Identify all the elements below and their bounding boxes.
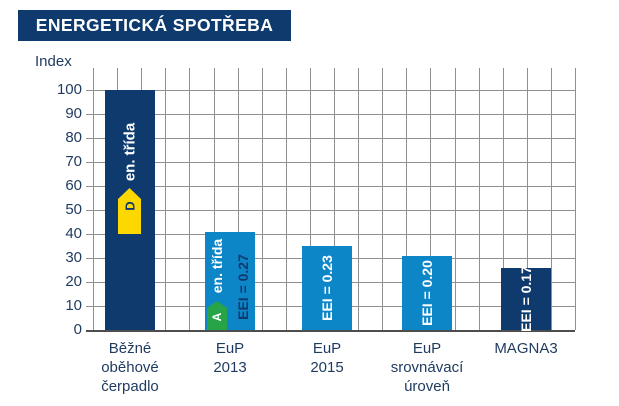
x-category-label-line: 2015 xyxy=(310,359,344,376)
y-axis-label: Index xyxy=(35,53,72,70)
energy-class-label: en. třída xyxy=(209,238,225,294)
grid-vline xyxy=(285,68,287,330)
grid-vline xyxy=(550,68,552,330)
grid-vline xyxy=(502,68,504,330)
x-category-label: MAGNA3 xyxy=(461,339,591,358)
bar-eei-label: EEI = 0.23 xyxy=(319,255,335,321)
y-tick-label: 70 xyxy=(65,153,82,170)
bar-eei-label: EEI = 0.17 xyxy=(518,265,534,332)
x-category-label-line: EuP xyxy=(412,340,442,357)
bar-5 xyxy=(501,267,551,330)
grid-vline xyxy=(382,68,384,330)
x-category-label: EuP 2015 xyxy=(262,339,392,377)
grid-vline xyxy=(309,68,311,330)
grid-hline xyxy=(86,90,575,91)
bar-3 xyxy=(302,246,352,330)
grid-hline xyxy=(86,162,575,163)
x-category-label-line: 2013 xyxy=(213,359,247,376)
grid-vline xyxy=(430,68,432,330)
grid-vline xyxy=(261,68,263,330)
energy-class-label: en. třída xyxy=(121,122,139,182)
y-tick-label: 100 xyxy=(56,81,82,98)
x-category-label-line: EuP xyxy=(215,340,245,357)
grid-hline xyxy=(86,138,575,139)
y-tick-label: 60 xyxy=(65,177,82,194)
y-tick-label: 80 xyxy=(65,129,82,146)
grid-vline xyxy=(213,68,215,330)
grid-vline xyxy=(237,68,239,330)
grid-vline xyxy=(526,68,528,330)
energy-class-letter: A xyxy=(210,312,224,322)
energy-class-letter: D xyxy=(122,201,138,211)
grid-vline xyxy=(165,68,167,330)
bar-eei-label: EEI = 0.20 xyxy=(419,259,435,326)
grid-vline xyxy=(93,68,94,330)
x-axis-line xyxy=(86,330,575,332)
y-tick-label: 30 xyxy=(65,249,82,266)
chart-title-box: ENERGETICKÁ SPOTŘEBA xyxy=(18,10,291,41)
x-category-label: EuP 2013 xyxy=(165,339,295,377)
x-category-label: Běžné oběhové čerpadlo xyxy=(65,339,195,396)
x-category-label-line: úroveň xyxy=(404,378,450,395)
y-tick-label: 40 xyxy=(65,225,82,242)
grid-vline xyxy=(575,68,576,330)
x-category-label-line: srovnávací xyxy=(390,359,464,376)
chart-title: ENERGETICKÁ SPOTŘEBA xyxy=(35,15,274,35)
energy-class-arrow xyxy=(207,301,227,330)
grid-vline xyxy=(406,68,408,330)
grid-vline xyxy=(478,68,480,330)
grid-hline xyxy=(86,114,575,115)
y-tick-label: 20 xyxy=(65,273,82,290)
y-tick-label: 50 xyxy=(65,201,82,218)
y-tick-label: 0 xyxy=(73,321,82,338)
bar-4 xyxy=(402,255,452,330)
bar-eei-label: EEI = 0.27 xyxy=(235,254,251,320)
grid-vline xyxy=(189,68,191,330)
x-category-label-line: čerpadlo xyxy=(101,378,159,395)
x-category-label-line: MAGNA3 xyxy=(494,340,558,357)
y-tick-label: 90 xyxy=(65,105,82,122)
grid-vline xyxy=(454,68,456,330)
x-category-label-line: EuP xyxy=(312,340,342,357)
x-category-label: EuP srovnávací úroveň xyxy=(362,339,492,396)
grid-hline xyxy=(86,234,575,235)
x-category-label-line: Běžné xyxy=(108,340,152,357)
grid-vline xyxy=(334,68,335,330)
y-tick-label: 10 xyxy=(65,297,82,314)
energy-class-arrow xyxy=(118,188,141,234)
grid-hline xyxy=(86,210,575,211)
grid-vline xyxy=(358,68,360,330)
x-category-label-line: oběhové xyxy=(101,359,159,376)
grid-hline xyxy=(86,186,575,187)
